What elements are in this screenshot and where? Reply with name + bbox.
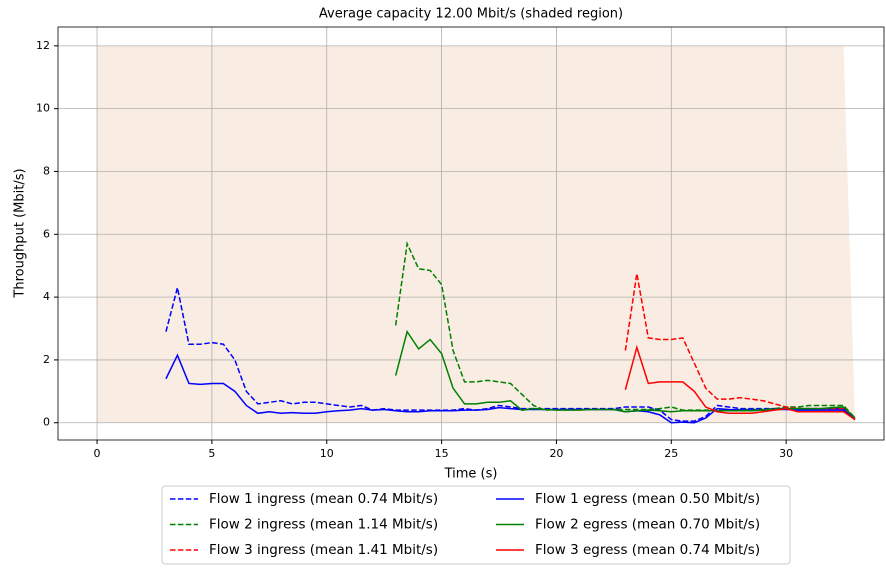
- y-tick-label: 6: [43, 227, 50, 240]
- x-tick-label: 30: [779, 447, 793, 460]
- x-tick-label: 0: [94, 447, 101, 460]
- y-tick-label: 0: [43, 416, 50, 429]
- y-axis-label: Throughput (Mbit/s): [13, 168, 28, 298]
- x-tick-label: 5: [208, 447, 215, 460]
- legend-label: Flow 2 ingress (mean 1.14 Mbit/s): [209, 517, 438, 533]
- y-tick-label: 8: [43, 164, 50, 177]
- legend-box: [161, 485, 791, 565]
- x-tick-label: 25: [664, 447, 678, 460]
- legend-label: Flow 2 egress (mean 0.70 Mbit/s): [535, 517, 760, 533]
- y-tick-label: 4: [43, 290, 50, 303]
- x-tick-label: 15: [435, 447, 449, 460]
- y-tick-label: 2: [43, 353, 50, 366]
- legend-label: Flow 3 egress (mean 0.74 Mbit/s): [535, 542, 760, 558]
- chart-title: Average capacity 12.00 Mbit/s (shaded re…: [319, 7, 623, 22]
- y-tick-label: 10: [36, 102, 50, 115]
- y-tick-label: 12: [36, 39, 50, 52]
- legend-label: Flow 3 ingress (mean 1.41 Mbit/s): [209, 542, 438, 558]
- x-tick-label: 20: [549, 447, 563, 460]
- legend-label: Flow 1 ingress (mean 0.74 Mbit/s): [209, 491, 438, 507]
- plot-frame: [57, 26, 885, 441]
- x-tick-label: 10: [320, 447, 334, 460]
- series-line: [165, 287, 856, 422]
- series-line: [624, 344, 856, 421]
- x-axis-label: Time (s): [444, 467, 498, 482]
- series-line: [394, 241, 856, 419]
- legend-label: Flow 1 egress (mean 0.50 Mbit/s): [535, 491, 760, 507]
